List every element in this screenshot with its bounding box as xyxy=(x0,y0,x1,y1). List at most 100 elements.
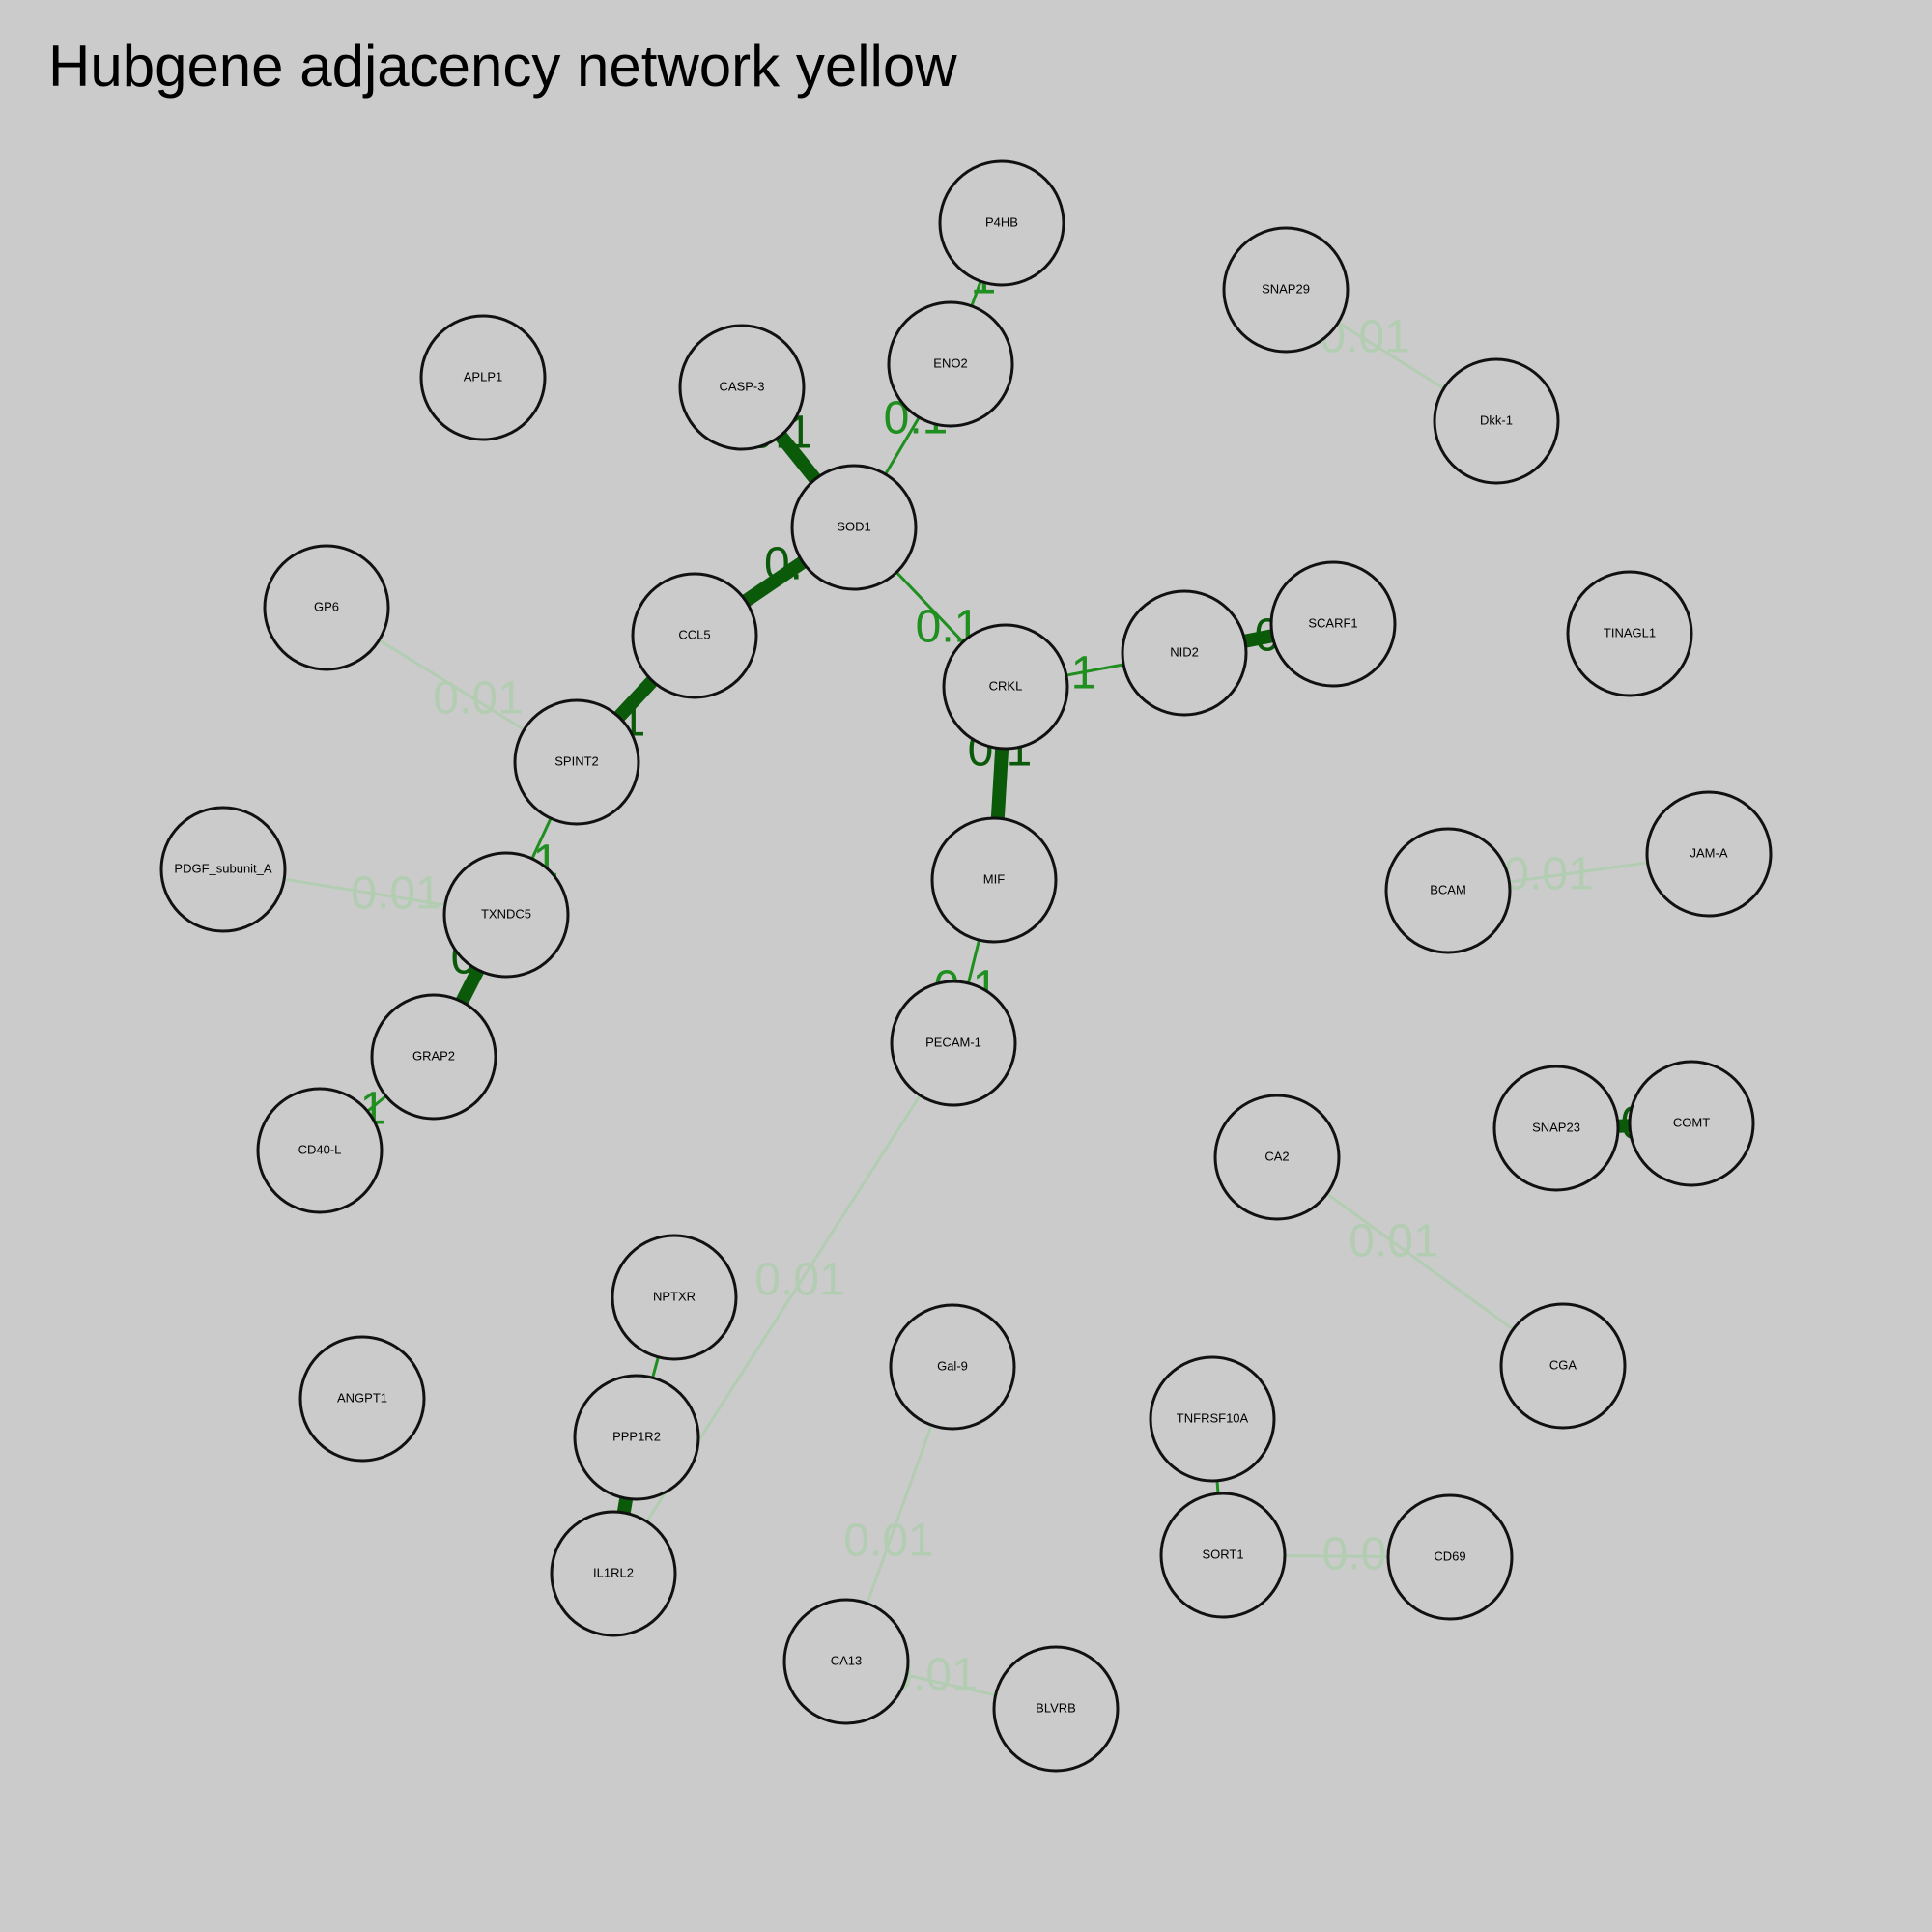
node-TINAGL1[interactable]: TINAGL1 xyxy=(1566,570,1693,697)
node-circle-PDGF_subunit_A[interactable] xyxy=(159,806,287,933)
node-circle-CASP-3[interactable] xyxy=(678,324,806,451)
node-CGA[interactable]: CGA xyxy=(1499,1302,1627,1430)
node-APLP1[interactable]: APLP1 xyxy=(419,314,547,441)
node-label-SOD1: SOD1 xyxy=(837,519,870,533)
node-circle-Gal-9[interactable] xyxy=(889,1303,1016,1431)
node-circle-TINAGL1[interactable] xyxy=(1566,570,1693,697)
node-circle-P4HB[interactable] xyxy=(938,159,1065,287)
node-SCARF1[interactable]: SCARF1 xyxy=(1269,560,1397,688)
node-circle-PECAM-1[interactable] xyxy=(890,980,1017,1107)
node-label-SNAP23: SNAP23 xyxy=(1532,1120,1580,1134)
node-label-CCL5: CCL5 xyxy=(678,627,710,641)
node-circle-JAM-A[interactable] xyxy=(1645,790,1773,918)
node-CD69[interactable]: CD69 xyxy=(1386,1493,1514,1621)
edge-label-PECAM-1-IL1RL2: 0.01 xyxy=(754,1255,844,1306)
node-BLVRB[interactable]: BLVRB xyxy=(992,1645,1120,1773)
node-SNAP29[interactable]: SNAP29 xyxy=(1222,226,1350,354)
node-MIF[interactable]: MIF xyxy=(930,816,1058,944)
node-CCL5[interactable]: CCL5 xyxy=(631,572,758,699)
node-circle-CA13[interactable] xyxy=(782,1598,910,1725)
node-circle-NID2[interactable] xyxy=(1121,589,1248,717)
node-CASP-3[interactable]: CASP-3 xyxy=(678,324,806,451)
node-label-PDGF_subunit_A: PDGF_subunit_A xyxy=(174,861,271,875)
node-CA13[interactable]: CA13 xyxy=(782,1598,910,1725)
node-circle-ENO2[interactable] xyxy=(887,300,1014,428)
node-circle-SCARF1[interactable] xyxy=(1269,560,1397,688)
node-label-CRKL: CRKL xyxy=(989,678,1023,693)
node-JAM-A[interactable]: JAM-A xyxy=(1645,790,1773,918)
node-circle-BCAM[interactable] xyxy=(1384,827,1512,954)
node-label-P4HB: P4HB xyxy=(985,214,1018,229)
node-circle-IL1RL2[interactable] xyxy=(550,1510,677,1637)
node-circle-CD69[interactable] xyxy=(1386,1493,1514,1621)
node-circle-SORT1[interactable] xyxy=(1159,1492,1287,1619)
node-circle-BLVRB[interactable] xyxy=(992,1645,1120,1773)
node-label-NID2: NID2 xyxy=(1170,644,1199,659)
node-NID2[interactable]: NID2 xyxy=(1121,589,1248,717)
node-circle-CD40-L[interactable] xyxy=(256,1087,384,1214)
node-label-BCAM: BCAM xyxy=(1430,882,1466,896)
node-GRAP2[interactable]: GRAP2 xyxy=(370,993,497,1121)
node-label-IL1RL2: IL1RL2 xyxy=(593,1565,634,1579)
node-label-BLVRB: BLVRB xyxy=(1036,1700,1076,1715)
node-circle-SNAP29[interactable] xyxy=(1222,226,1350,354)
node-GP6[interactable]: GP6 xyxy=(263,544,390,671)
node-circle-CA2[interactable] xyxy=(1213,1094,1341,1221)
node-label-CGA: CGA xyxy=(1549,1357,1577,1372)
node-label-NPTXR: NPTXR xyxy=(653,1289,696,1303)
node-SNAP23[interactable]: SNAP23 xyxy=(1492,1065,1620,1192)
node-NPTXR[interactable]: NPTXR xyxy=(611,1234,738,1361)
node-COMT[interactable]: COMT xyxy=(1628,1060,1755,1187)
node-P4HB[interactable]: P4HB xyxy=(938,159,1065,287)
node-circle-CGA[interactable] xyxy=(1499,1302,1627,1430)
node-label-Gal-9: Gal-9 xyxy=(937,1358,968,1373)
node-circle-GRAP2[interactable] xyxy=(370,993,497,1121)
node-circle-TNFRSF10A[interactable] xyxy=(1149,1355,1276,1483)
node-SOD1[interactable]: SOD1 xyxy=(790,464,918,591)
node-CA2[interactable]: CA2 xyxy=(1213,1094,1341,1221)
node-circle-GP6[interactable] xyxy=(263,544,390,671)
node-circle-ANGPT1[interactable] xyxy=(298,1335,426,1463)
node-circle-SPINT2[interactable] xyxy=(513,698,640,826)
node-circle-TXNDC5[interactable] xyxy=(442,851,570,979)
node-ANGPT1[interactable]: ANGPT1 xyxy=(298,1335,426,1463)
node-BCAM[interactable]: BCAM xyxy=(1384,827,1512,954)
node-PECAM-1[interactable]: PECAM-1 xyxy=(890,980,1017,1107)
node-circle-NPTXR[interactable] xyxy=(611,1234,738,1361)
node-circle-SOD1[interactable] xyxy=(790,464,918,591)
node-label-SORT1: SORT1 xyxy=(1202,1547,1243,1561)
node-circle-COMT[interactable] xyxy=(1628,1060,1755,1187)
edge-label-BCAM-JAM-A: 0.01 xyxy=(1503,849,1593,900)
edge-label-SORT1-CD69: 0.0 xyxy=(1322,1529,1387,1580)
node-label-CA2: CA2 xyxy=(1264,1149,1289,1163)
node-SORT1[interactable]: SORT1 xyxy=(1159,1492,1287,1619)
node-label-TXNDC5: TXNDC5 xyxy=(481,906,531,921)
edge-label-GP6-SPINT2: 0.01 xyxy=(433,673,523,724)
node-SPINT2[interactable]: SPINT2 xyxy=(513,698,640,826)
node-circle-APLP1[interactable] xyxy=(419,314,547,441)
node-TNFRSF10A[interactable]: TNFRSF10A xyxy=(1149,1355,1276,1483)
node-PDGF_subunit_A[interactable]: PDGF_subunit_A xyxy=(159,806,287,933)
node-CRKL[interactable]: CRKL xyxy=(942,623,1069,751)
node-IL1RL2[interactable]: IL1RL2 xyxy=(550,1510,677,1637)
edge-label-PDGF_subunit_A-TXNDC5: 0.01 xyxy=(351,868,440,920)
node-CD40-L[interactable]: CD40-L xyxy=(256,1087,384,1214)
node-label-APLP1: APLP1 xyxy=(464,369,502,384)
node-label-SCARF1: SCARF1 xyxy=(1308,615,1357,630)
node-PPP1R2[interactable]: PPP1R2 xyxy=(573,1374,700,1501)
node-circle-CCL5[interactable] xyxy=(631,572,758,699)
node-label-JAM-A: JAM-A xyxy=(1690,845,1728,860)
node-Gal-9[interactable]: Gal-9 xyxy=(889,1303,1016,1431)
node-circle-PPP1R2[interactable] xyxy=(573,1374,700,1501)
node-Dkk-1[interactable]: Dkk-1 xyxy=(1433,357,1560,485)
edge-label-CA2-CGA: 0.01 xyxy=(1349,1216,1438,1267)
node-circle-MIF[interactable] xyxy=(930,816,1058,944)
node-circle-Dkk-1[interactable] xyxy=(1433,357,1560,485)
node-ENO2[interactable]: ENO2 xyxy=(887,300,1014,428)
node-circle-CRKL[interactable] xyxy=(942,623,1069,751)
node-circle-SNAP23[interactable] xyxy=(1492,1065,1620,1192)
node-label-Dkk-1: Dkk-1 xyxy=(1480,412,1513,427)
node-TXNDC5[interactable]: TXNDC5 xyxy=(442,851,570,979)
node-label-PPP1R2: PPP1R2 xyxy=(612,1429,661,1443)
edge-label-layer: 10.10.10.0.11100.10.11010.010.010.010.01… xyxy=(351,253,1646,1701)
